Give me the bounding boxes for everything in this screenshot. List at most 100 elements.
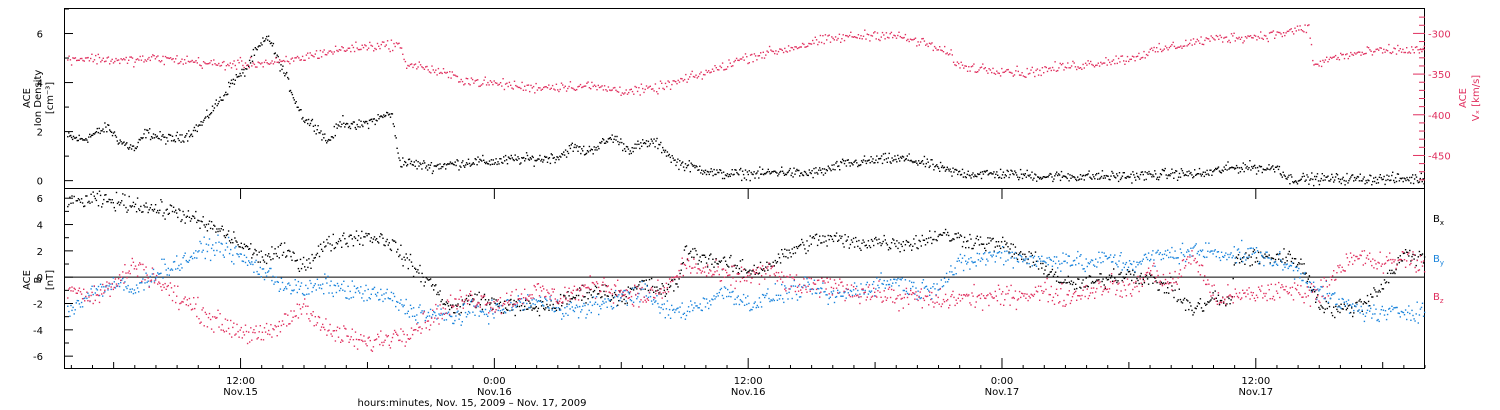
density-point-441 <box>486 163 489 165</box>
bx-point-893 <box>1012 243 1014 246</box>
by-point-302 <box>386 288 388 291</box>
bx-point-337 <box>424 281 426 283</box>
density-point-586 <box>624 150 627 152</box>
by-point-520 <box>617 296 619 298</box>
by-point-254 <box>335 291 338 294</box>
bx-point-730 <box>840 237 842 239</box>
vx-point-490 <box>689 76 691 78</box>
bx-point-1009 <box>1135 282 1137 284</box>
density-point-488 <box>531 155 533 157</box>
density-point-683 <box>717 171 719 174</box>
vx-point-959 <box>1284 34 1286 37</box>
vx-point-306 <box>455 75 457 77</box>
vx-point-817 <box>1103 62 1106 64</box>
density-point-929 <box>951 175 953 177</box>
vx-point-951 <box>1274 37 1276 39</box>
density-point-1305 <box>1309 179 1311 181</box>
density-point-221 <box>277 55 279 58</box>
bx-point-1058 <box>1187 300 1189 302</box>
density-point-1016 <box>1034 173 1036 175</box>
density-point-106 <box>168 133 170 136</box>
vx-point-551 <box>766 50 768 52</box>
density-point-1349 <box>1351 174 1353 177</box>
vx-point-514 <box>719 65 721 67</box>
bx-point-225 <box>306 259 308 261</box>
density-point-1189 <box>1198 167 1201 170</box>
density-point-251 <box>306 119 308 121</box>
density-point-460 <box>504 154 507 157</box>
bx-point-503 <box>600 296 602 299</box>
density-point-270 <box>324 133 326 135</box>
by-point-379 <box>467 310 470 313</box>
by-point-845 <box>960 261 963 264</box>
vx-point-621 <box>855 36 857 39</box>
bx-point-297 <box>382 237 384 239</box>
density-point-760 <box>790 174 792 177</box>
by-point-111 <box>184 252 186 254</box>
by-point-617 <box>719 289 721 291</box>
by-point-237 <box>317 284 320 286</box>
vx-point-1027 <box>1370 50 1372 52</box>
density-point-1204 <box>1213 170 1215 172</box>
by-point-344 <box>430 316 433 318</box>
top-right-tick-label-1: -350 <box>1428 70 1451 81</box>
vx-point-69 <box>154 58 157 60</box>
by-point-553 <box>651 303 654 305</box>
vx-point-215 <box>340 49 342 51</box>
vx-point-762 <box>1034 75 1036 78</box>
bx-point-927 <box>1048 273 1050 276</box>
density-point-638 <box>674 159 676 161</box>
density-point-1303 <box>1307 176 1309 178</box>
vx-point-505 <box>708 70 710 72</box>
vx-point-80 <box>168 57 170 60</box>
bx-point-723 <box>832 240 835 243</box>
density-point-384 <box>432 170 434 172</box>
bx-point-315 <box>401 258 403 260</box>
vx-point-5 <box>73 57 75 60</box>
bx-point-641 <box>746 272 748 274</box>
density-point-785 <box>814 172 816 174</box>
by-point-756 <box>866 281 868 284</box>
density-point-903 <box>926 158 928 160</box>
by-point-91 <box>163 258 165 260</box>
bx-point-86 <box>159 209 161 211</box>
vx-point-1042 <box>1389 52 1391 54</box>
density-point-1292 <box>1296 183 1299 185</box>
by-point-715 <box>823 291 825 293</box>
by-point-95 <box>167 267 169 270</box>
vx-point-455 <box>644 88 646 91</box>
vx-point-983 <box>1314 63 1316 65</box>
vx-point-166 <box>277 61 280 63</box>
density-point-728 <box>760 173 762 175</box>
bx-point-571 <box>672 279 674 281</box>
density-point-1140 <box>1152 174 1154 176</box>
bx-point-873 <box>991 238 993 240</box>
vx-point-123 <box>223 60 225 63</box>
vx-point-394 <box>567 87 569 90</box>
by-point-591 <box>692 309 694 312</box>
density-point-1294 <box>1298 179 1301 182</box>
by-point-631 <box>734 298 736 300</box>
bx-point-799 <box>913 238 915 240</box>
by-point-1033 <box>1159 252 1161 254</box>
bx-point-529 <box>627 286 629 288</box>
vx-point-937 <box>1256 39 1258 41</box>
vx-point-954 <box>1277 31 1280 34</box>
by-point-138 <box>213 249 215 252</box>
by-point-806 <box>919 297 921 300</box>
vx-point-404 <box>579 83 582 86</box>
bx-point-1234 <box>1373 287 1375 289</box>
vx-point-971 <box>1299 25 1301 27</box>
bx-point-371 <box>460 311 462 314</box>
density-point-672 <box>706 170 709 173</box>
density-point-583 <box>622 149 624 152</box>
by-point-295 <box>379 298 381 301</box>
density-point-1068 <box>1083 179 1085 181</box>
density-point-739 <box>770 172 772 174</box>
bx-point-60 <box>131 205 133 207</box>
vx-point-1035 <box>1380 47 1382 49</box>
by-point-508 <box>604 298 606 300</box>
by-point-510 <box>606 306 608 308</box>
density-point-97 <box>159 131 161 133</box>
vx-point-198 <box>318 57 320 59</box>
